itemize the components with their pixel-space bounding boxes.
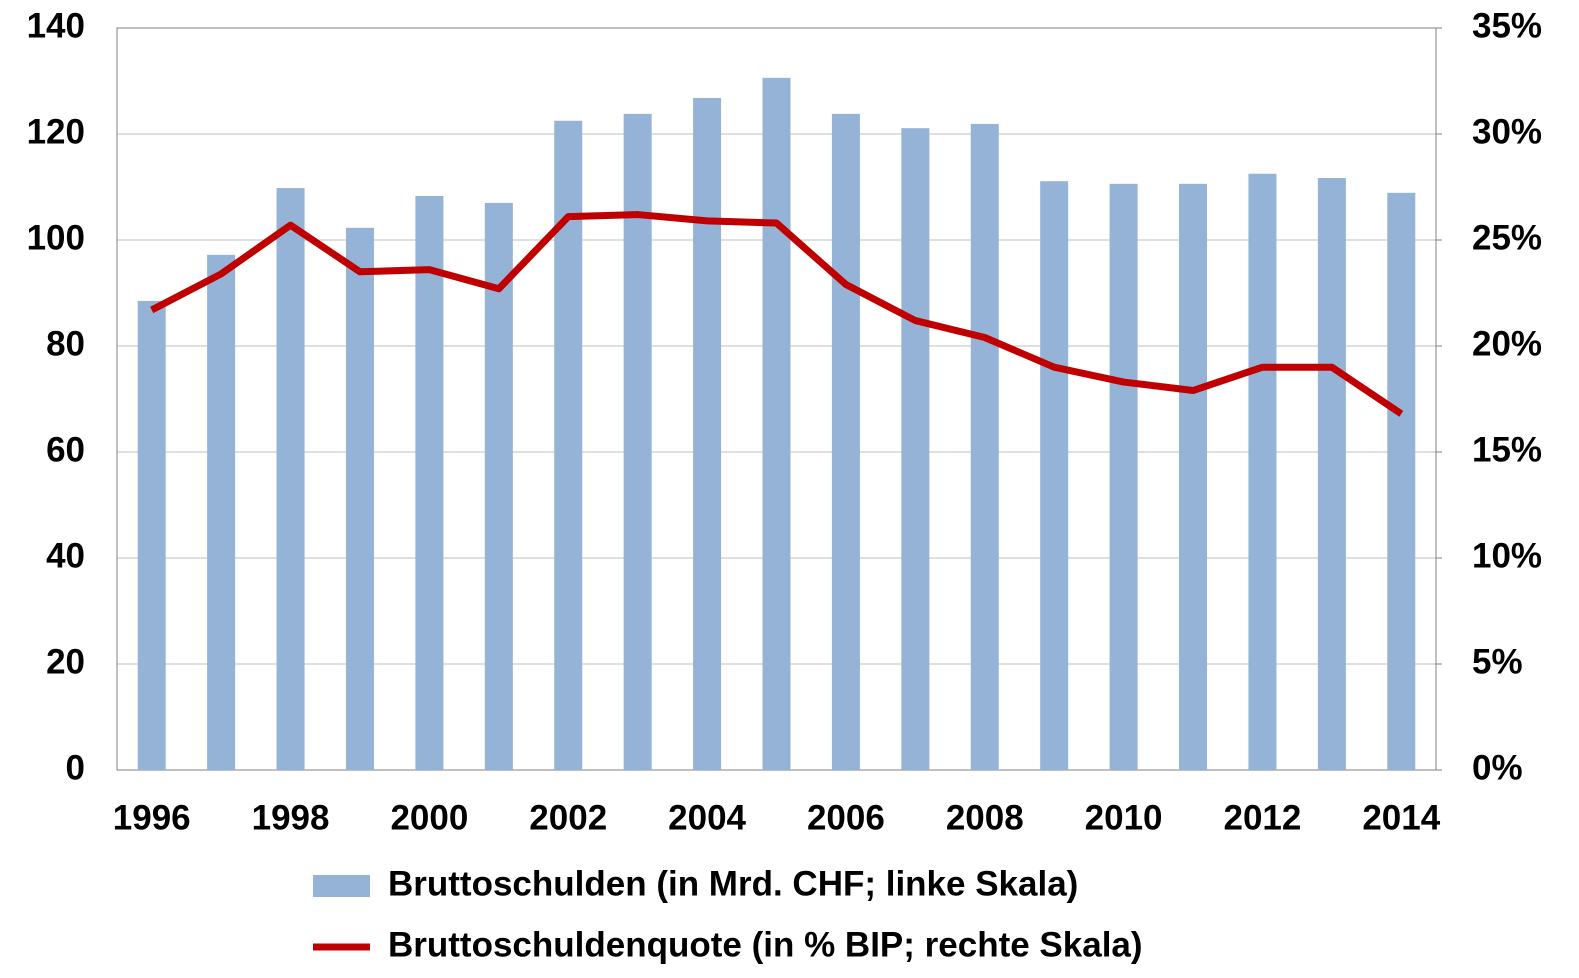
y-tick-label: 140	[27, 6, 85, 45]
bar	[762, 77, 791, 770]
y-tick-label: 20	[46, 642, 85, 681]
bar	[484, 202, 513, 770]
bar	[137, 300, 166, 770]
bar	[1040, 181, 1069, 771]
x-tick-label: 2008	[946, 798, 1024, 837]
bar	[1387, 192, 1416, 770]
bar	[693, 97, 722, 770]
bar	[901, 128, 930, 771]
x-tick-label: 2006	[807, 798, 885, 837]
bar	[1109, 183, 1138, 770]
y2-tick-label: 10%	[1472, 536, 1542, 575]
x-tick-label: 2010	[1085, 798, 1163, 837]
x-tick-label: 2000	[390, 798, 468, 837]
x-tick-label: 2012	[1224, 798, 1302, 837]
legend-swatch	[313, 875, 370, 897]
bar	[970, 123, 999, 771]
line	[150, 211, 1404, 417]
y2-tick-label: 35%	[1472, 6, 1542, 45]
x-tick-label: 1996	[113, 798, 191, 837]
bar	[415, 196, 444, 770]
x-tick-label: 2014	[1362, 798, 1440, 837]
y2-tick-label: 20%	[1472, 324, 1542, 363]
y-tick-label: 100	[27, 218, 85, 257]
y2-tick-label: 30%	[1472, 112, 1542, 151]
bar	[345, 227, 374, 770]
y-tick-label: 0	[66, 748, 85, 787]
bar	[1179, 183, 1208, 770]
legend-label: Bruttoschuldenquote (in % BIP; rechte Sk…	[388, 925, 1143, 964]
x-tick-label: 2004	[668, 798, 746, 837]
bar	[623, 113, 652, 771]
bar	[1248, 173, 1277, 770]
bar	[207, 254, 236, 771]
y2-tick-label: 25%	[1472, 218, 1542, 257]
y-tick-label: 60	[46, 430, 85, 469]
bar	[1317, 177, 1346, 771]
bar	[276, 188, 305, 770]
y-tick-label: 120	[27, 112, 85, 151]
y2-tick-label: 0%	[1472, 748, 1523, 787]
y-tick-label: 40	[46, 536, 85, 575]
bar	[831, 113, 860, 771]
y-tick-label: 80	[46, 324, 85, 363]
y2-tick-label: 5%	[1472, 642, 1523, 681]
y2-tick-label: 15%	[1472, 430, 1542, 469]
legend-label: Bruttoschulden (in Mrd. CHF; linke Skala…	[388, 864, 1078, 903]
x-tick-label: 1998	[252, 798, 330, 837]
x-tick-label: 2002	[529, 798, 607, 837]
